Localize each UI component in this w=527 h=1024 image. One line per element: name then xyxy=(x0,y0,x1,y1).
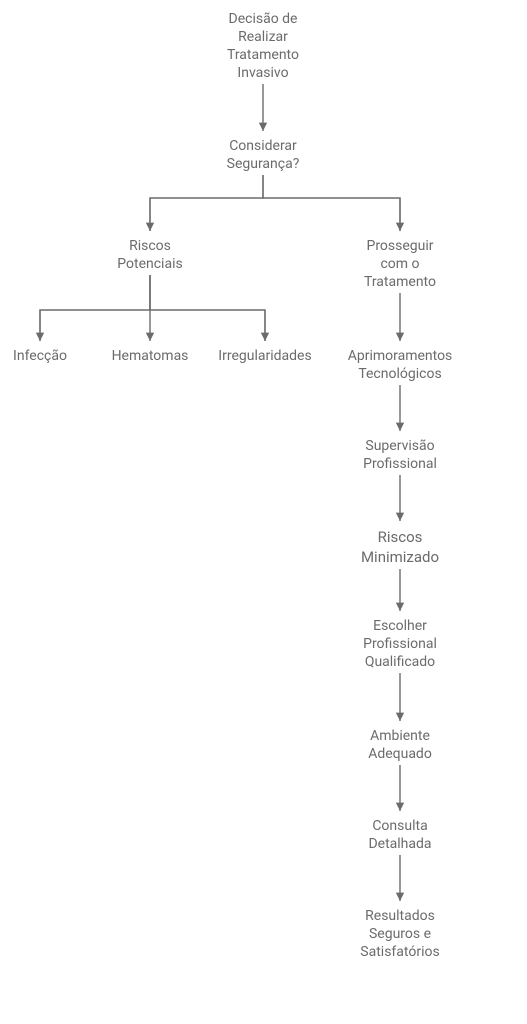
node-n13: ConsultaDetalhada xyxy=(350,817,450,853)
node-n7: Irregularidades xyxy=(210,347,320,365)
node-n1: Decisão deRealizarTratamentoInvasivo xyxy=(203,10,323,82)
node-n5: Infecção xyxy=(0,347,80,365)
node-n11: EscolherProfissionalQualificado xyxy=(345,617,455,671)
node-n9: SupervisãoProfissional xyxy=(345,437,455,473)
node-n8: AprimoramentosTecnológicos xyxy=(335,347,465,383)
node-n4: Prosseguircom oTratamento xyxy=(345,237,455,291)
node-n10: RiscosMinimizado xyxy=(345,527,455,567)
node-n3: RiscosPotenciais xyxy=(100,237,200,273)
node-n6: Hematomas xyxy=(105,347,195,365)
node-n12: AmbienteAdequado xyxy=(350,727,450,763)
node-n2: ConsiderarSegurança? xyxy=(208,137,318,173)
node-n14: ResultadosSeguros eSatisfatórios xyxy=(345,907,455,961)
